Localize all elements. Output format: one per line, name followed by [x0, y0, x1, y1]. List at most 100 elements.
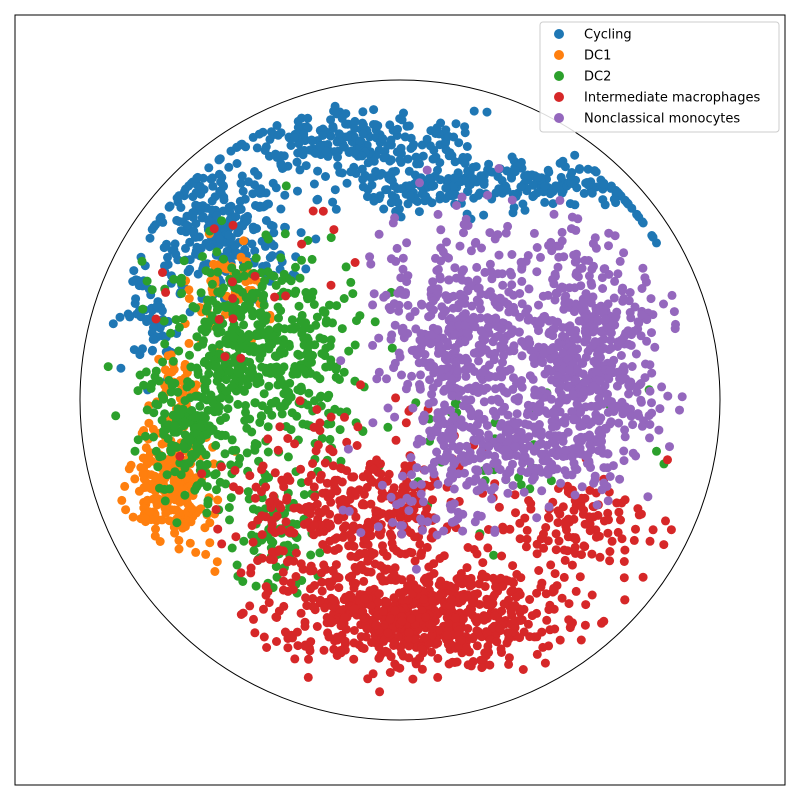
- data-point: [108, 319, 118, 329]
- data-point: [271, 280, 281, 290]
- data-point: [495, 623, 505, 633]
- data-point: [189, 226, 199, 236]
- data-point: [449, 484, 459, 494]
- data-point: [409, 480, 419, 490]
- data-point: [496, 573, 506, 583]
- data-point: [318, 306, 328, 316]
- data-point: [609, 194, 619, 204]
- data-point: [308, 566, 318, 576]
- data-point: [624, 339, 634, 349]
- data-point: [201, 327, 210, 337]
- data-point: [279, 576, 289, 586]
- data-point: [582, 178, 592, 187]
- data-point: [279, 601, 289, 611]
- data-point: [461, 371, 471, 381]
- data-point: [387, 538, 397, 548]
- data-point: [147, 285, 157, 295]
- data-point: [506, 607, 516, 617]
- data-point: [286, 141, 296, 150]
- data-point: [321, 318, 331, 328]
- data-point: [204, 163, 214, 173]
- data-point: [553, 262, 563, 272]
- data-point: [326, 115, 336, 125]
- data-point: [305, 509, 315, 519]
- data-point: [263, 422, 273, 432]
- data-point: [389, 569, 399, 579]
- data-point: [415, 384, 425, 394]
- data-point: [615, 374, 625, 384]
- data-point: [244, 332, 254, 342]
- data-point: [510, 165, 520, 175]
- data-point: [383, 422, 393, 432]
- data-point: [311, 148, 321, 158]
- data-point: [475, 484, 485, 494]
- data-point: [645, 386, 655, 396]
- data-point: [403, 300, 413, 310]
- data-point: [195, 401, 205, 411]
- data-point: [462, 142, 472, 151]
- data-point: [212, 300, 222, 310]
- data-point: [301, 264, 311, 274]
- data-point: [269, 241, 279, 251]
- data-point: [397, 529, 407, 539]
- data-point: [296, 464, 306, 474]
- data-point: [179, 421, 188, 431]
- data-point: [600, 314, 610, 324]
- data-point: [387, 510, 397, 519]
- data-point: [276, 204, 286, 214]
- data-point: [589, 261, 598, 271]
- data-point: [190, 485, 200, 495]
- data-point: [220, 263, 230, 273]
- data-point: [371, 620, 381, 630]
- data-point: [234, 344, 244, 354]
- data-point: [574, 316, 584, 326]
- data-point: [286, 526, 296, 535]
- data-point: [284, 387, 294, 397]
- data-point: [320, 458, 330, 468]
- data-point: [273, 445, 283, 455]
- data-point: [612, 307, 622, 317]
- data-point: [214, 402, 224, 412]
- data-point: [454, 573, 464, 583]
- data-point: [410, 532, 419, 542]
- data-point: [187, 504, 197, 514]
- data-point: [511, 433, 521, 443]
- data-point: [191, 219, 201, 229]
- data-point: [625, 308, 635, 317]
- data-point: [647, 398, 656, 408]
- data-point: [439, 551, 449, 561]
- data-point: [578, 509, 588, 519]
- data-point: [505, 524, 515, 534]
- data-point: [223, 404, 233, 414]
- data-point: [636, 331, 646, 341]
- data-point: [344, 346, 354, 356]
- data-point: [340, 412, 349, 422]
- data-point: [564, 615, 574, 625]
- data-point: [257, 412, 267, 422]
- data-point: [166, 397, 176, 407]
- data-point: [427, 647, 436, 657]
- data-point: [655, 404, 665, 414]
- data-point: [457, 275, 467, 285]
- data-point: [307, 254, 317, 264]
- data-point: [350, 116, 360, 126]
- data-point: [551, 529, 561, 539]
- data-point: [477, 368, 487, 378]
- data-point: [411, 324, 421, 334]
- data-point: [444, 190, 454, 200]
- data-point: [422, 504, 432, 513]
- data-point: [249, 614, 258, 624]
- data-point: [374, 229, 384, 239]
- data-point: [466, 573, 476, 583]
- data-point: [534, 300, 543, 310]
- data-point: [419, 632, 429, 642]
- data-point: [339, 367, 349, 377]
- data-point: [539, 529, 548, 539]
- data-point: [174, 217, 184, 226]
- data-point: [160, 496, 170, 506]
- data-point: [220, 449, 230, 459]
- data-point: [279, 151, 289, 161]
- data-point: [387, 343, 397, 353]
- data-point: [212, 485, 221, 495]
- data-point: [463, 624, 473, 633]
